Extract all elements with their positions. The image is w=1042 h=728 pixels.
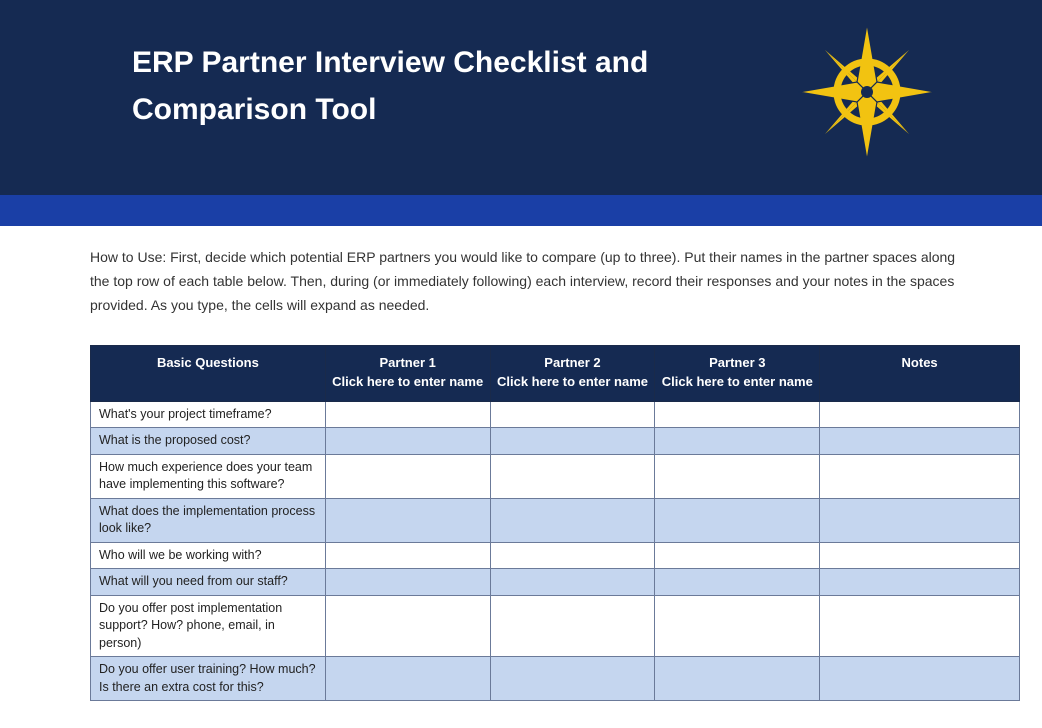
table-header-row: Basic Questions Partner 1 Click here to …: [91, 346, 1020, 401]
partner1-placeholder: Click here to enter name: [332, 373, 484, 391]
partner3-cell[interactable]: [655, 498, 820, 542]
partner2-cell[interactable]: [490, 428, 655, 455]
partner3-cell[interactable]: [655, 401, 820, 428]
partner2-label: Partner 2: [497, 354, 649, 372]
table-body: What's your project timeframe? What is t…: [91, 401, 1020, 701]
partner3-cell[interactable]: [655, 542, 820, 569]
notes-cell[interactable]: [820, 498, 1020, 542]
col-header-questions: Basic Questions: [91, 346, 326, 401]
partner3-label: Partner 3: [661, 354, 813, 372]
col-header-partner3[interactable]: Partner 3 Click here to enter name: [655, 346, 820, 401]
partner2-cell[interactable]: [490, 542, 655, 569]
question-cell: Do you offer post implementation support…: [91, 595, 326, 657]
question-cell: What's your project timeframe?: [91, 401, 326, 428]
partner3-cell[interactable]: [655, 569, 820, 596]
comparison-table: Basic Questions Partner 1 Click here to …: [90, 345, 1020, 701]
partner1-cell[interactable]: [325, 454, 490, 498]
notes-cell[interactable]: [820, 401, 1020, 428]
question-cell: What will you need from our staff?: [91, 569, 326, 596]
partner2-cell[interactable]: [490, 657, 655, 701]
col-header-partner2[interactable]: Partner 2 Click here to enter name: [490, 346, 655, 401]
table-row: Do you offer post implementation support…: [91, 595, 1020, 657]
accent-strip: [0, 195, 1042, 226]
partner3-cell[interactable]: [655, 595, 820, 657]
notes-cell[interactable]: [820, 595, 1020, 657]
partner1-cell[interactable]: [325, 498, 490, 542]
partner1-cell[interactable]: [325, 401, 490, 428]
page-title: ERP Partner Interview Checklist and Comp…: [132, 40, 692, 133]
partner3-cell[interactable]: [655, 657, 820, 701]
notes-cell[interactable]: [820, 428, 1020, 455]
col-header-notes-label: Notes: [902, 355, 938, 370]
instructions-text: How to Use: First, decide which potentia…: [90, 246, 960, 317]
partner2-cell[interactable]: [490, 569, 655, 596]
notes-cell[interactable]: [820, 657, 1020, 701]
partner1-cell[interactable]: [325, 542, 490, 569]
partner1-cell[interactable]: [325, 569, 490, 596]
table-row: What is the proposed cost?: [91, 428, 1020, 455]
partner1-cell[interactable]: [325, 657, 490, 701]
compass-icon: [797, 22, 937, 167]
question-cell: How much experience does your team have …: [91, 454, 326, 498]
table-row: How much experience does your team have …: [91, 454, 1020, 498]
table-row: What will you need from our staff?: [91, 569, 1020, 596]
question-cell: What does the implementation process loo…: [91, 498, 326, 542]
content-area: How to Use: First, decide which potentia…: [0, 226, 1042, 701]
table-row: Do you offer user training? How much? Is…: [91, 657, 1020, 701]
page-header: ERP Partner Interview Checklist and Comp…: [0, 0, 1042, 195]
table-row: What's your project timeframe?: [91, 401, 1020, 428]
notes-cell[interactable]: [820, 569, 1020, 596]
col-header-notes: Notes: [820, 346, 1020, 401]
table-row: Who will we be working with?: [91, 542, 1020, 569]
partner2-cell[interactable]: [490, 595, 655, 657]
partner1-cell[interactable]: [325, 595, 490, 657]
partner3-cell[interactable]: [655, 454, 820, 498]
partner1-label: Partner 1: [332, 354, 484, 372]
table-row: What does the implementation process loo…: [91, 498, 1020, 542]
partner3-cell[interactable]: [655, 428, 820, 455]
partner2-cell[interactable]: [490, 454, 655, 498]
col-header-questions-label: Basic Questions: [157, 355, 259, 370]
partner2-cell[interactable]: [490, 401, 655, 428]
notes-cell[interactable]: [820, 454, 1020, 498]
partner1-cell[interactable]: [325, 428, 490, 455]
question-cell: Who will we be working with?: [91, 542, 326, 569]
partner2-cell[interactable]: [490, 498, 655, 542]
col-header-partner1[interactable]: Partner 1 Click here to enter name: [325, 346, 490, 401]
question-cell: What is the proposed cost?: [91, 428, 326, 455]
partner2-placeholder: Click here to enter name: [497, 373, 649, 391]
notes-cell[interactable]: [820, 542, 1020, 569]
question-cell: Do you offer user training? How much? Is…: [91, 657, 326, 701]
partner3-placeholder: Click here to enter name: [661, 373, 813, 391]
